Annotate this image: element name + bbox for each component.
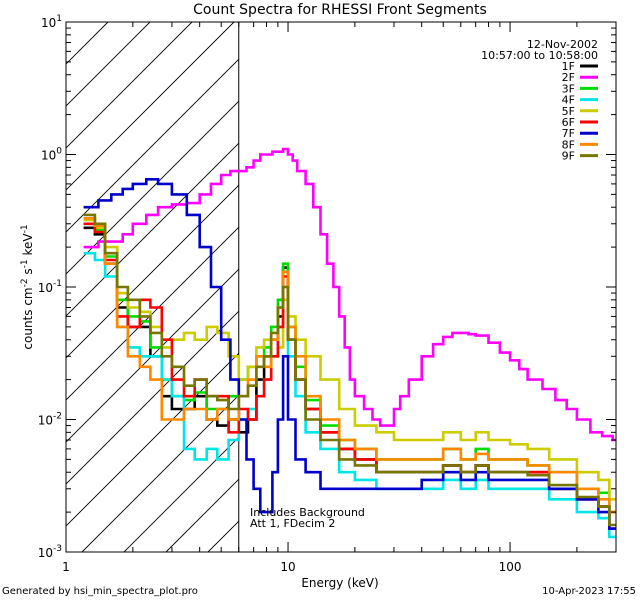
hatch-line — [81, 394, 239, 552]
series-group — [83, 147, 616, 539]
y-tick-label-exponent: 1 — [56, 14, 62, 24]
legend-label-2F: 2F — [562, 71, 575, 84]
x-tick-label: 1 — [62, 560, 70, 574]
legend-label-6F: 6F — [562, 116, 575, 129]
x-tick-label: 100 — [499, 560, 522, 574]
y-tick-label-exponent: -2 — [53, 412, 62, 422]
hatch-line — [123, 436, 239, 552]
x-axis-label: Energy (keV) — [301, 576, 378, 590]
axis-ticks — [65, 21, 617, 553]
hatch-line — [66, 352, 239, 527]
x-tick-label: 10 — [280, 560, 295, 574]
hatch-line — [66, 22, 235, 191]
observation-time-range: 10:57:00 to 10:58:00 — [481, 49, 598, 62]
y-tick-label-exponent: -3 — [53, 544, 62, 554]
x-tick-labels: 1 10 100 — [62, 560, 521, 574]
y-axis-label: counts cm-2 s-1 keV-1 — [20, 224, 35, 349]
y-axis-label-exp1: -2 — [20, 278, 30, 287]
y-axis-label-end: keV — [21, 233, 35, 260]
hatch-line — [66, 22, 193, 149]
hatch-line — [66, 310, 239, 485]
y-tick-label-exponent: 0 — [56, 147, 62, 157]
y-tick-label: 10-3 — [38, 544, 62, 560]
footer-generated-by: Generated by hsi_min_spectra_plot.pro — [2, 586, 198, 597]
y-axis-label-exp3: -1 — [20, 224, 30, 233]
legend-label-1F: 1F — [562, 60, 575, 73]
legend-label-7F: 7F — [562, 127, 575, 140]
y-tick-label: 100 — [41, 147, 62, 163]
y-axis-label-main: counts cm — [21, 287, 35, 349]
observation-date: 12-Nov-2002 — [527, 38, 598, 51]
legend-label-9F: 9F — [562, 150, 575, 163]
y-tick-label-exponent: -1 — [53, 279, 62, 289]
y-axis-label-exp2: -1 — [20, 259, 30, 268]
legend-label-5F: 5F — [562, 105, 575, 118]
hatch-line — [66, 142, 239, 317]
legend-label-4F: 4F — [562, 94, 575, 107]
hatch-line — [66, 184, 239, 359]
hatch-line — [66, 58, 239, 233]
y-tick-label-base: 10 — [41, 149, 56, 163]
y-tick-label: 101 — [41, 14, 62, 30]
legend-label-8F: 8F — [562, 138, 575, 151]
series-9F-line — [83, 213, 616, 527]
y-tick-label-base: 10 — [38, 414, 53, 428]
chart-title: Count Spectra for RHESSI Front Segments — [193, 2, 487, 18]
y-tick-label: 10-2 — [38, 412, 62, 428]
y-tick-label: 10-1 — [38, 279, 62, 295]
hatch-line — [66, 226, 239, 401]
y-tick-label-base: 10 — [41, 16, 56, 30]
annotation-attenuator: Att 1, FDecim 2 — [250, 517, 335, 530]
y-tick-label-base: 10 — [38, 546, 53, 560]
annotation-background: Includes Background — [250, 506, 365, 519]
y-axis-label-mid: s — [21, 268, 35, 278]
hatch-line — [66, 100, 239, 275]
y-tick-label-base: 10 — [38, 281, 53, 295]
footer-timestamp: 10-Apr-2023 17:55 — [542, 586, 636, 597]
legend-label-3F: 3F — [562, 82, 575, 95]
series-2F-line — [83, 147, 616, 442]
